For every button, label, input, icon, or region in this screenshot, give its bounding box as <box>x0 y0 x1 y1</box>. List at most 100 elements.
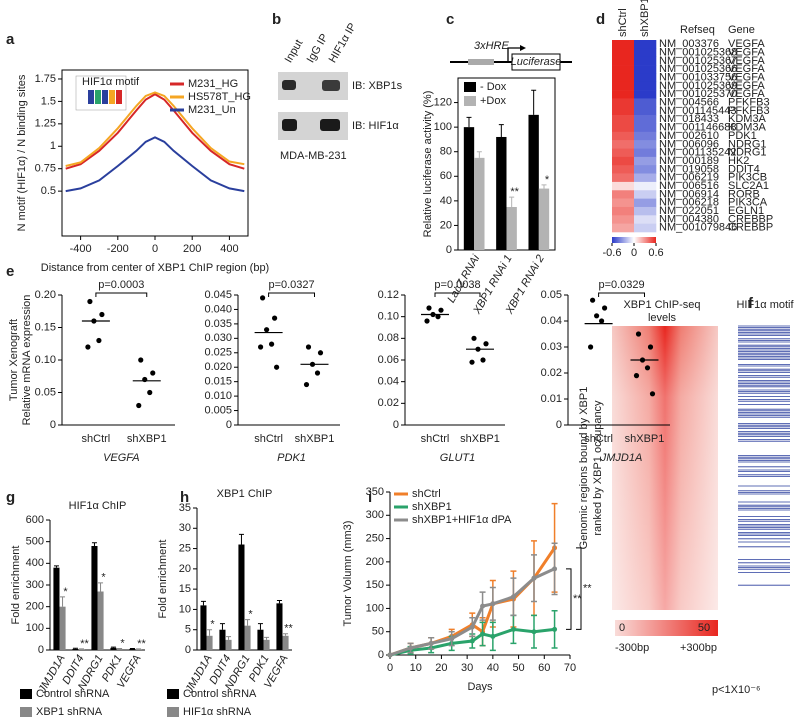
refseq: NM_018433 <box>659 113 719 125</box>
refseq: NM_001025366 <box>659 63 737 75</box>
y-tick-label: 350 <box>366 486 384 498</box>
motif-label: HIF1α motif <box>736 299 794 311</box>
point <box>633 373 640 379</box>
y-tick-label: 1 <box>50 140 56 152</box>
x-tick-label: 40 <box>487 662 499 674</box>
bar <box>78 649 85 650</box>
y-tick-label: 0.75 <box>35 163 56 175</box>
heatmap-cell <box>612 73 635 83</box>
gene: VEGFA <box>728 55 765 67</box>
y-tick-label: 0.030 <box>204 332 232 344</box>
point <box>314 370 321 376</box>
y-tick-label: 50 <box>372 626 384 638</box>
point <box>490 633 496 639</box>
bar <box>538 188 550 250</box>
heatmap-cell <box>634 206 657 216</box>
refseq: NM_003376 <box>659 38 719 50</box>
chart-title: XBP1 ChIP <box>217 488 273 500</box>
heatmap-cell <box>612 131 635 141</box>
y-axis-label: Genomic regions bound by XBP1 <box>578 387 590 550</box>
significance: ** <box>80 638 89 650</box>
x-axis-label: PDK1 <box>277 452 306 464</box>
point <box>510 626 516 632</box>
bar <box>110 647 117 650</box>
heatmap-cell <box>612 173 635 183</box>
gene: VEGFA <box>728 80 765 92</box>
refseq: NM_001033756 <box>659 71 737 83</box>
heatmap-cell <box>612 148 635 158</box>
inset-label: HIF1α motif <box>82 76 140 88</box>
heatmap-cell <box>634 156 657 166</box>
error-bar <box>245 619 251 626</box>
y-tick-label: 600 <box>26 514 44 526</box>
heatmap-cell <box>612 223 635 233</box>
colorbar-label: -0.6 <box>603 247 622 259</box>
error-bar <box>498 124 504 137</box>
y-tick-label: 100 <box>26 622 44 634</box>
y-axis-label: Relative luciferase activity (%) <box>422 91 434 238</box>
point <box>317 350 324 356</box>
gene: SLC2A1 <box>728 180 769 192</box>
point <box>408 645 414 651</box>
legend-swatch <box>20 707 32 717</box>
refseq: NM_004380 <box>659 213 719 225</box>
gene: EGLN1 <box>728 205 764 217</box>
point <box>274 364 280 370</box>
y-tick-label: 100 <box>366 602 384 614</box>
heatmap-cell <box>634 98 657 108</box>
refseq: NM_001135242 <box>659 147 736 159</box>
y-tick-label: 0.5 <box>41 185 56 197</box>
point <box>96 337 102 344</box>
y-tick-label: 0.005 <box>204 404 232 416</box>
y-tick-label: 0.035 <box>204 318 232 330</box>
point <box>588 344 594 350</box>
point <box>480 357 486 363</box>
heatmap-cell <box>612 106 635 116</box>
significance: ** <box>137 638 146 650</box>
heatmap-cell <box>612 206 635 216</box>
gene: CREBBP <box>728 213 773 225</box>
error-bar <box>257 623 263 630</box>
y-axis-label: Relative mRNA expression <box>21 295 33 426</box>
column-label: shCtrl <box>617 8 629 37</box>
point <box>147 389 153 396</box>
gene: PFKFB3 <box>728 97 770 109</box>
y-tick-label: 0.020 <box>204 361 232 373</box>
point <box>531 629 537 635</box>
p-bracket <box>598 292 645 297</box>
point <box>649 391 656 397</box>
gene: PDK1 <box>728 130 757 142</box>
bar <box>59 606 66 650</box>
y-tick-label: 0.04 <box>378 376 399 388</box>
y-tick-label: 20 <box>179 563 191 575</box>
gene: HK2 <box>728 155 749 167</box>
y-tick-label: 0.05 <box>541 289 562 301</box>
bar <box>276 603 283 650</box>
p-value: p=0.0003 <box>98 279 144 291</box>
error-bar <box>466 116 472 128</box>
bar <box>257 629 264 650</box>
series-line <box>65 136 245 193</box>
significance: ** <box>510 186 519 198</box>
heatmap-cell <box>634 48 657 57</box>
bar <box>219 629 226 650</box>
legend-swatch <box>167 689 179 699</box>
p-bracket <box>434 292 481 297</box>
y-tick-label: 25 <box>179 542 191 554</box>
gene: PFKFB3 <box>728 105 770 117</box>
blot-band <box>282 80 296 90</box>
colorbar-label: 0.6 <box>648 247 663 259</box>
gene: VEGFA <box>728 38 765 50</box>
error-bar <box>476 151 482 158</box>
reporter-box <box>511 53 561 71</box>
panel-label: f <box>748 295 754 312</box>
series-line <box>65 93 245 170</box>
chart-title: HIF1α ChIP <box>69 500 127 512</box>
heatmap-cell <box>612 98 635 108</box>
y-tick-label: 0.015 <box>204 376 232 388</box>
y-tick-label: 400 <box>26 557 44 569</box>
error-bar <box>207 629 213 636</box>
point <box>480 603 486 609</box>
y-tick-label: 0.02 <box>378 397 399 409</box>
point <box>483 341 489 347</box>
